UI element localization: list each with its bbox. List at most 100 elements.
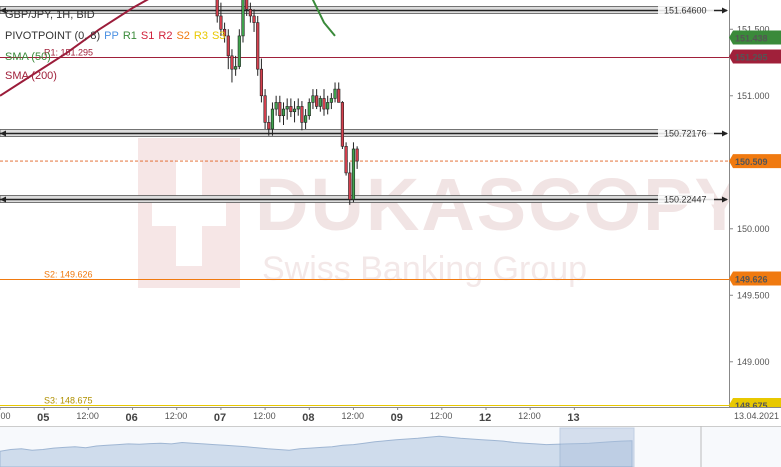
candle-body: [230, 55, 234, 70]
candle[interactable]: [285, 98, 289, 120]
candle-body: [311, 95, 315, 103]
candle[interactable]: [315, 89, 319, 110]
candle[interactable]: [230, 49, 234, 83]
sma50-line[interactable]: [302, 0, 336, 37]
candle-body: [245, 0, 249, 10]
candle[interactable]: [263, 89, 267, 130]
navigator-window[interactable]: [559, 427, 635, 467]
x-tick-label: 12:00: [0, 411, 11, 421]
candle-body: [256, 22, 260, 70]
candle[interactable]: [307, 98, 311, 120]
candle[interactable]: [256, 15, 260, 76]
candle[interactable]: [340, 101, 344, 149]
pivot-item-pp: PP: [104, 30, 119, 42]
candle[interactable]: [259, 58, 263, 103]
candle[interactable]: [318, 95, 322, 112]
candle[interactable]: [248, 2, 252, 23]
candle[interactable]: [223, 22, 227, 43]
sma200-legend[interactable]: SMA (200): [5, 70, 57, 82]
candle-body: [234, 66, 238, 70]
candle-body: [329, 98, 333, 103]
pivot-label: S3: 148.675: [44, 396, 93, 406]
price-tag-label: 151.438: [735, 34, 768, 44]
level-label: 150.72176: [664, 129, 707, 139]
watermark-cross-h: [152, 200, 226, 226]
level-arrow-right: [722, 130, 728, 137]
candle[interactable]: [296, 98, 300, 116]
level-label-bg: [658, 4, 714, 16]
candle[interactable]: [355, 146, 359, 169]
price-tag-label: 150.509: [735, 157, 768, 167]
time-axis[interactable]: [0, 407, 781, 425]
level-label-bg: [658, 127, 714, 139]
candle[interactable]: [245, 0, 249, 16]
candle-body: [241, 0, 245, 37]
x-tick-label: 12:00: [430, 411, 453, 421]
candle[interactable]: [311, 89, 315, 110]
x-date-label: 13.04.2021: [734, 411, 779, 421]
candle[interactable]: [337, 82, 341, 103]
candle-body: [337, 88, 341, 103]
candle-body: [259, 68, 263, 97]
watermark: [138, 138, 240, 288]
level-label-bg: [658, 193, 714, 205]
candle-body: [322, 98, 326, 110]
x-day-label: 05: [37, 412, 49, 424]
candle[interactable]: [226, 29, 230, 70]
candle[interactable]: [348, 162, 352, 205]
candle-body: [226, 35, 230, 57]
y-tick-label: 149.000: [737, 357, 770, 367]
candle[interactable]: [241, 0, 245, 43]
level-arrow-left: [0, 130, 6, 137]
candle[interactable]: [234, 55, 238, 76]
candle-body: [296, 106, 300, 110]
sma200-line[interactable]: [0, 0, 192, 97]
candle[interactable]: [278, 95, 282, 123]
level-arrow-right: [722, 196, 728, 203]
candle[interactable]: [274, 95, 278, 116]
candle[interactable]: [237, 29, 241, 70]
candle[interactable]: [292, 101, 297, 123]
candle[interactable]: [344, 142, 348, 176]
candle[interactable]: [351, 142, 356, 203]
x-tick-label: 12:00: [76, 411, 99, 421]
candle[interactable]: [329, 93, 333, 110]
x-day-label: 07: [214, 412, 226, 424]
y-tick-label: 151.500: [737, 24, 770, 34]
price-axis[interactable]: [729, 0, 781, 407]
candle[interactable]: [304, 109, 308, 130]
candle-body: [263, 95, 267, 123]
candle[interactable]: [300, 101, 304, 131]
x-tick-label: 12:00: [518, 411, 541, 421]
candle[interactable]: [289, 98, 293, 118]
candle-body: [248, 9, 252, 17]
sma50-legend[interactable]: SMA (50): [5, 51, 51, 63]
pivot-item-s3: S3: [211, 30, 226, 42]
x-day-label: 06: [126, 412, 138, 424]
candle[interactable]: [267, 115, 271, 136]
pivot-legend[interactable]: PIVOTPOINT (0, 8) PP R1 S1 R2 S2 R3 S3: [5, 30, 225, 43]
candle[interactable]: [270, 102, 275, 136]
level-label: 150.22447: [664, 195, 707, 205]
level-arrow-left: [0, 7, 6, 14]
y-tick-label: 151.000: [737, 91, 770, 101]
candle-body: [281, 108, 286, 117]
candle[interactable]: [326, 95, 330, 115]
candle-body: [267, 122, 271, 130]
candle-body: [215, 0, 219, 17]
candle[interactable]: [333, 82, 337, 103]
candle[interactable]: [281, 102, 286, 126]
candle[interactable]: [215, 0, 219, 23]
pivot-item-s1: S1: [140, 30, 155, 42]
candle-body: [270, 108, 275, 130]
candle[interactable]: [322, 89, 326, 116]
candle-body: [237, 35, 241, 67]
price-tag: [729, 30, 781, 45]
candle[interactable]: [252, 9, 256, 32]
x-day-label: 08: [302, 412, 314, 424]
candle[interactable]: [219, 2, 223, 36]
level-arrow-right: [722, 7, 728, 14]
x-day-label: 13: [567, 412, 579, 424]
